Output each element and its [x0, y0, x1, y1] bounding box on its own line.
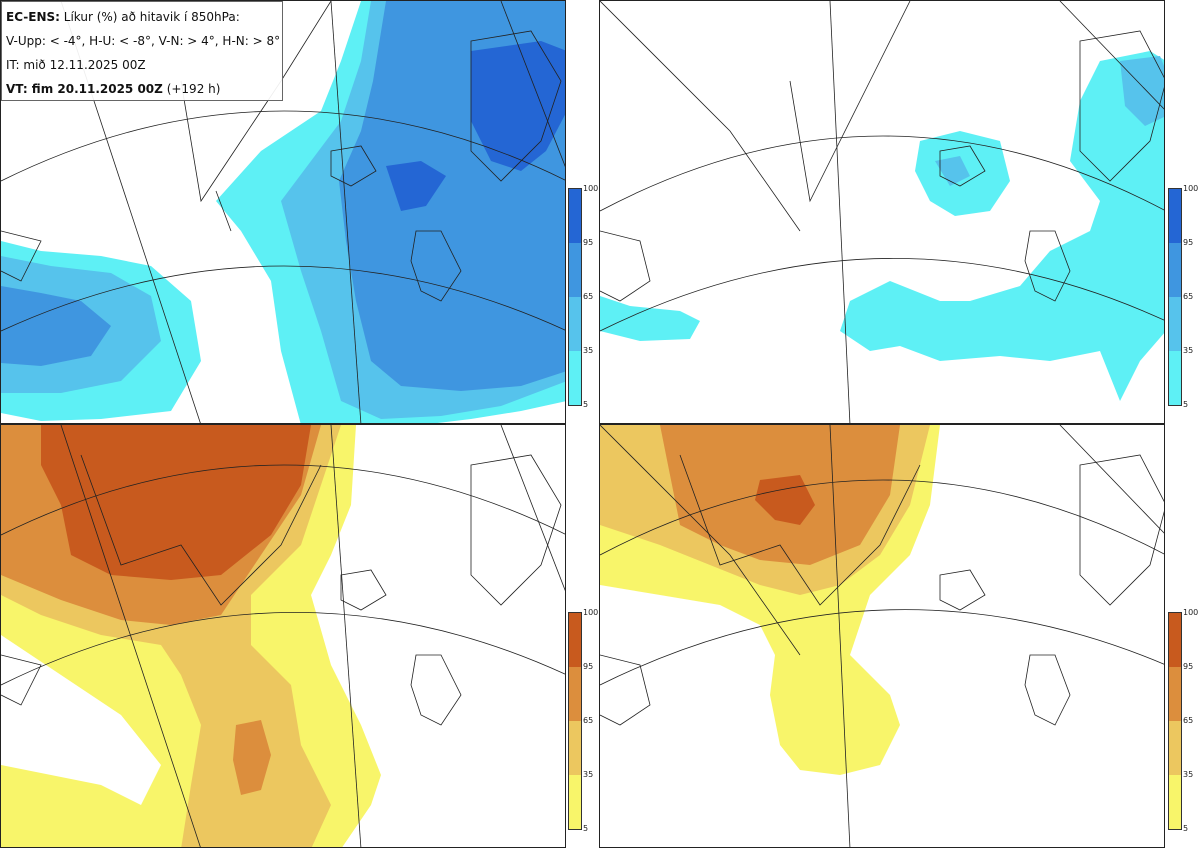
legend-segment: [1169, 297, 1181, 351]
title-line: EC-ENS: Líkur (%) að hitavik í 850hPa:: [6, 8, 278, 32]
legend-color-bar: [568, 188, 582, 406]
probability-map-cold-minus-8: [600, 1, 1164, 423]
legend-segment: [1169, 613, 1181, 667]
legend-tick-label: 100: [1183, 608, 1199, 617]
legend-tick-label: 95: [1183, 662, 1194, 671]
legend-cold: 100 95 65 35 5: [1168, 184, 1200, 418]
initial-time-text: IT: mið 12.11.2025 00Z: [6, 58, 146, 72]
legend-tick-label: 65: [1183, 292, 1194, 301]
legend-segment: [569, 189, 581, 243]
valid-time-text: VT: fim 20.11.2025 00Z: [6, 82, 163, 96]
legend-segment: [569, 667, 581, 721]
probability-map-cold-minus-4: [1, 1, 565, 423]
title-text: Líkur (%) að hitavik í 850hPa:: [59, 10, 240, 24]
forecast-info-box: EC-ENS: Líkur (%) að hitavik í 850hPa: V…: [1, 1, 283, 101]
prob-area-35: [1120, 56, 1164, 126]
legend-tick-label: 35: [583, 346, 594, 355]
legend-tick-label: 65: [583, 716, 594, 725]
legend-tick-label: 100: [583, 184, 599, 193]
legend-segment: [1169, 243, 1181, 297]
map-panel-warm-plus-8: [599, 424, 1165, 848]
legend-segment: [569, 351, 581, 405]
legend-segment: [1169, 721, 1181, 775]
legend-segment: [569, 613, 581, 667]
legend-tick-label: 95: [583, 238, 594, 247]
legend-tick-label: 95: [1183, 238, 1194, 247]
map-panel-cold-minus-8: [599, 0, 1165, 424]
prob-area-65: [233, 720, 271, 795]
legend-segment: [569, 721, 581, 775]
prob-area-35: [935, 156, 970, 186]
legend-segment: [569, 243, 581, 297]
legend-tick-label: 35: [1183, 346, 1194, 355]
legend-tick-label: 5: [583, 824, 589, 833]
legend-tick-label: 65: [1183, 716, 1194, 725]
map-panel-warm-plus-4: [0, 424, 566, 848]
legend-tick-label: 5: [583, 400, 589, 409]
map-outline: [600, 1, 1164, 423]
prob-area-65: [1, 286, 111, 366]
map-panel-cold-minus-4: EC-ENS: Líkur (%) að hitavik í 850hPa: V…: [0, 0, 566, 424]
map-outline: [1, 1, 565, 423]
legend-segment: [569, 775, 581, 829]
legend-warm: 100 95 65 35 5: [1168, 608, 1200, 842]
legend-segment: [1169, 189, 1181, 243]
legend-tick-label: 35: [1183, 770, 1194, 779]
prob-area-95: [41, 425, 311, 580]
legend-tick-label: 5: [1183, 400, 1189, 409]
prob-area-5: [600, 296, 700, 341]
probability-map-warm-plus-4: [1, 425, 565, 847]
legend-segment: [1169, 775, 1181, 829]
legend-warm: 100 95 65 35 5: [568, 608, 608, 842]
valid-time-line: VT: fim 20.11.2025 00Z (+192 h): [6, 80, 278, 104]
legend-tick-label: 65: [583, 292, 594, 301]
prob-area-95: [755, 475, 815, 525]
prob-area-5: [840, 51, 1164, 401]
legend-tick-label: 5: [1183, 824, 1189, 833]
map-outline: [1, 425, 565, 847]
legend-tick-label: 95: [583, 662, 594, 671]
probability-map-warm-plus-8: [600, 425, 1164, 847]
legend-segment: [569, 297, 581, 351]
thresholds-text: V-Upp: < -4°, H-U: < -8°, V-N: > 4°, H-N…: [6, 34, 281, 48]
legend-tick-label: 100: [583, 608, 599, 617]
map-outline: [600, 425, 1164, 847]
legend-tick-label: 100: [1183, 184, 1199, 193]
legend-color-bar: [1168, 188, 1182, 406]
legend-tick-label: 35: [583, 770, 594, 779]
model-name: EC-ENS:: [6, 10, 60, 24]
legend-cold: 100 95 65 35 5: [568, 184, 608, 418]
prob-area-95: [386, 161, 446, 211]
lead-time-text: (+192 h): [162, 82, 221, 96]
legend-segment: [1169, 667, 1181, 721]
legend-segment: [1169, 351, 1181, 405]
legend-color-bar: [568, 612, 582, 830]
legend-color-bar: [1168, 612, 1182, 830]
